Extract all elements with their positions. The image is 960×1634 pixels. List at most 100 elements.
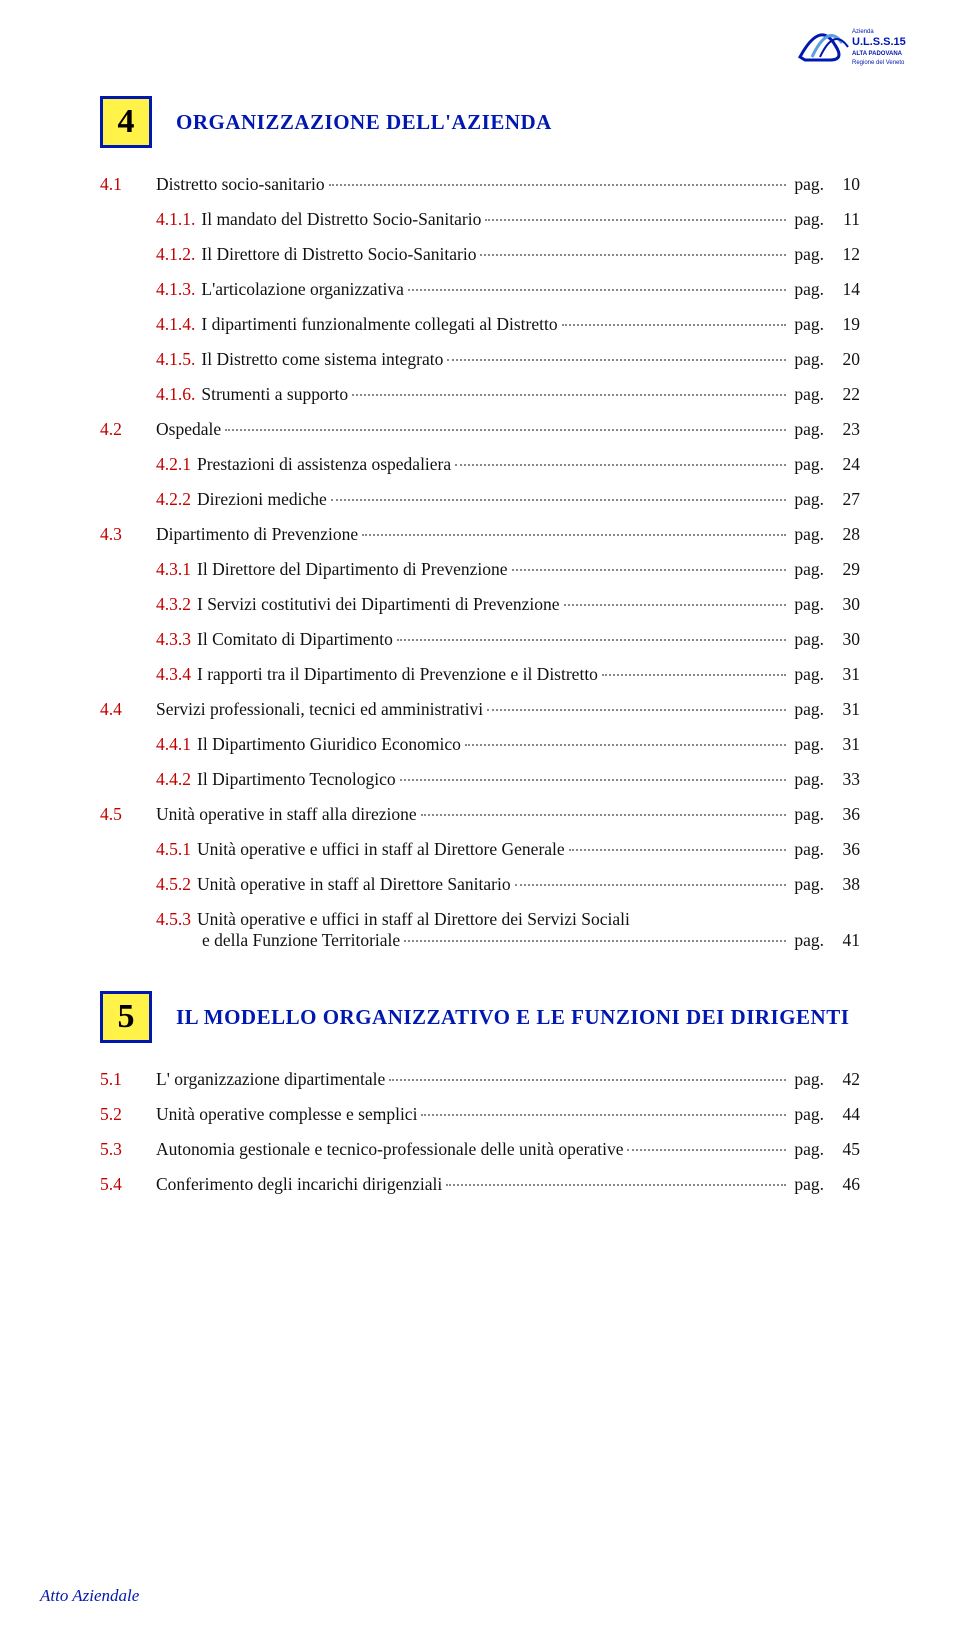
toc-leader bbox=[569, 849, 787, 851]
toc-entry: 4.4.1 Il Dipartimento Giuridico Economic… bbox=[100, 734, 860, 755]
toc-entry-text: I dipartimenti funzionalmente collegati … bbox=[201, 314, 557, 335]
toc-page-number: 31 bbox=[830, 734, 860, 755]
toc-pag-label: pag. bbox=[794, 209, 824, 230]
toc-leader bbox=[352, 394, 786, 396]
toc-pag-label: pag. bbox=[794, 769, 824, 790]
toc-entry: 4.5.2 Unità operative in staff al Dirett… bbox=[100, 874, 860, 895]
toc-entry-text: Unità operative e uffici in staff al Dir… bbox=[197, 909, 630, 930]
toc-entry-text: Unità operative in staff al Direttore Sa… bbox=[197, 874, 511, 895]
toc-page-number: 30 bbox=[830, 594, 860, 615]
toc-entry-number: 4.1.6. bbox=[156, 384, 195, 405]
toc-pag-label: pag. bbox=[794, 524, 824, 545]
toc-pag-label: pag. bbox=[794, 384, 824, 405]
toc-entry-text: I Servizi costitutivi dei Dipartimenti d… bbox=[197, 594, 560, 615]
toc-entry: 4.3.2 I Servizi costitutivi dei Dipartim… bbox=[100, 594, 860, 615]
toc-pag-label: pag. bbox=[794, 1104, 824, 1125]
toc-pag-label: pag. bbox=[794, 839, 824, 860]
toc-entry-number: 4.3.2 bbox=[156, 594, 191, 615]
toc-leader bbox=[446, 1184, 786, 1186]
toc-page-number: 27 bbox=[830, 489, 860, 510]
toc-page-number: 24 bbox=[830, 454, 860, 475]
chapter-5-number-box: 5 bbox=[100, 991, 152, 1043]
toc-entry-number: 5.3 bbox=[100, 1139, 156, 1160]
toc-entry: 4.1.5. Il Distretto come sistema integra… bbox=[100, 349, 860, 370]
toc-entry-number: 4.1.4. bbox=[156, 314, 195, 335]
toc-entry: 4.4Servizi professionali, tecnici ed amm… bbox=[100, 699, 860, 720]
toc-entry: 4.3.3 Il Comitato di Dipartimentopag.30 bbox=[100, 629, 860, 650]
toc-leader bbox=[515, 884, 787, 886]
toc-leader bbox=[404, 940, 786, 942]
toc-entry-number: 4.2 bbox=[100, 419, 156, 440]
toc-page-number: 11 bbox=[830, 209, 860, 230]
logo-text-1: Azienda bbox=[852, 29, 874, 35]
toc-entry-text: Autonomia gestionale e tecnico-professio… bbox=[156, 1139, 623, 1160]
toc-entry-number: 4.1 bbox=[100, 174, 156, 195]
toc-page-number: 42 bbox=[830, 1069, 860, 1090]
chapter-5-header: 5 IL MODELLO ORGANIZZATIVO E LE FUNZIONI… bbox=[100, 991, 860, 1043]
toc-pag-label: pag. bbox=[794, 699, 824, 720]
toc-entry-number: 4.2.2 bbox=[156, 489, 191, 510]
toc-entry-number: 4.4 bbox=[100, 699, 156, 720]
org-logo: Azienda U.L.S.S.15 ALTA PADOVANA Regione… bbox=[790, 15, 920, 75]
toc-entry-text: Il Distretto come sistema integrato bbox=[201, 349, 443, 370]
chapter-4-header: 4 ORGANIZZAZIONE DELL'AZIENDA bbox=[100, 96, 860, 148]
toc-page-number: 10 bbox=[830, 174, 860, 195]
toc-entry-text: Il Dipartimento Giuridico Economico bbox=[197, 734, 461, 755]
toc-leader bbox=[362, 534, 786, 536]
toc-pag-label: pag. bbox=[794, 314, 824, 335]
toc-pag-label: pag. bbox=[794, 349, 824, 370]
logo-svg: Azienda U.L.S.S.15 ALTA PADOVANA Regione… bbox=[790, 15, 920, 75]
toc-entry-text: Strumenti a supporto bbox=[201, 384, 348, 405]
toc-entry-number: 4.1.1. bbox=[156, 209, 195, 230]
toc-page-number: 31 bbox=[830, 699, 860, 720]
toc-page-number: 22 bbox=[830, 384, 860, 405]
toc-entry-text: Unità operative complesse e semplici bbox=[156, 1104, 417, 1125]
toc-entry-text: Unità operative e uffici in staff al Dir… bbox=[197, 839, 565, 860]
toc-leader bbox=[329, 184, 787, 186]
toc-entry: 4.5.1 Unità operative e uffici in staff … bbox=[100, 839, 860, 860]
toc-leader bbox=[564, 604, 787, 606]
toc-entry-number: 4.3 bbox=[100, 524, 156, 545]
toc-entry-number: 4.5.1 bbox=[156, 839, 191, 860]
toc-leader bbox=[447, 359, 786, 361]
toc-entry-text: Il Comitato di Dipartimento bbox=[197, 629, 393, 650]
logo-text-3: ALTA PADOVANA bbox=[852, 51, 903, 57]
toc-leader bbox=[389, 1079, 786, 1081]
toc-pag-label: pag. bbox=[794, 244, 824, 265]
toc-entry-text: L' organizzazione dipartimentale bbox=[156, 1069, 385, 1090]
toc-page-number: 29 bbox=[830, 559, 860, 580]
toc-leader bbox=[627, 1149, 786, 1151]
toc-chapter-5: 5.1L' organizzazione dipartimentale pag. 4… bbox=[100, 1069, 860, 1195]
toc-entry-text: Prestazioni di assistenza ospedaliera bbox=[197, 454, 451, 475]
toc-entry-number: 4.4.1 bbox=[156, 734, 191, 755]
toc-leader bbox=[408, 289, 786, 291]
toc-entry: 5.3Autonomia gestionale e tecnico-profes… bbox=[100, 1139, 860, 1160]
toc-entry-text: Distretto socio-sanitario bbox=[156, 174, 325, 195]
toc-page-number: 41 bbox=[830, 930, 860, 951]
toc-page-number: 45 bbox=[830, 1139, 860, 1160]
toc-page-number: 28 bbox=[830, 524, 860, 545]
toc-entry-text: Servizi professionali, tecnici ed ammini… bbox=[156, 699, 483, 720]
toc-entry-text: L'articolazione organizzativa bbox=[201, 279, 404, 300]
toc-page-number: 38 bbox=[830, 874, 860, 895]
chapter-4-title: ORGANIZZAZIONE DELL'AZIENDA bbox=[176, 110, 552, 135]
toc-entry: 4.1.2. Il Direttore di Distretto Socio-S… bbox=[100, 244, 860, 265]
toc-entry: 4.1.6. Strumenti a supporto pag. 22 bbox=[100, 384, 860, 405]
toc-entry: 5.1L' organizzazione dipartimentalepag.4… bbox=[100, 1069, 860, 1090]
toc-entry-number: 4.3.1 bbox=[156, 559, 191, 580]
toc-page-number: 12 bbox=[830, 244, 860, 265]
toc-pag-label: pag. bbox=[794, 559, 824, 580]
toc-entry-number: 5.1 bbox=[100, 1069, 156, 1090]
toc-entry: 4.2.1 Prestazioni di assistenza ospedali… bbox=[100, 454, 860, 475]
toc-entry-text: Ospedale bbox=[156, 419, 221, 440]
toc-entry-text: Il mandato del Distretto Socio-Sanitario bbox=[201, 209, 481, 230]
toc-leader bbox=[487, 709, 786, 711]
footer-text: Atto Aziendale bbox=[40, 1586, 139, 1606]
toc-entry-number: 4.4.2 bbox=[156, 769, 191, 790]
chapter-4-number-box: 4 bbox=[100, 96, 152, 148]
toc-leader bbox=[331, 499, 787, 501]
toc-entry-text: Conferimento degli incarichi dirigenzial… bbox=[156, 1174, 442, 1195]
toc-page-number: 36 bbox=[830, 839, 860, 860]
toc-entry: 4.3Dipartimento di Prevenzionepag.28 bbox=[100, 524, 860, 545]
toc-pag-label: pag. bbox=[794, 1139, 824, 1160]
